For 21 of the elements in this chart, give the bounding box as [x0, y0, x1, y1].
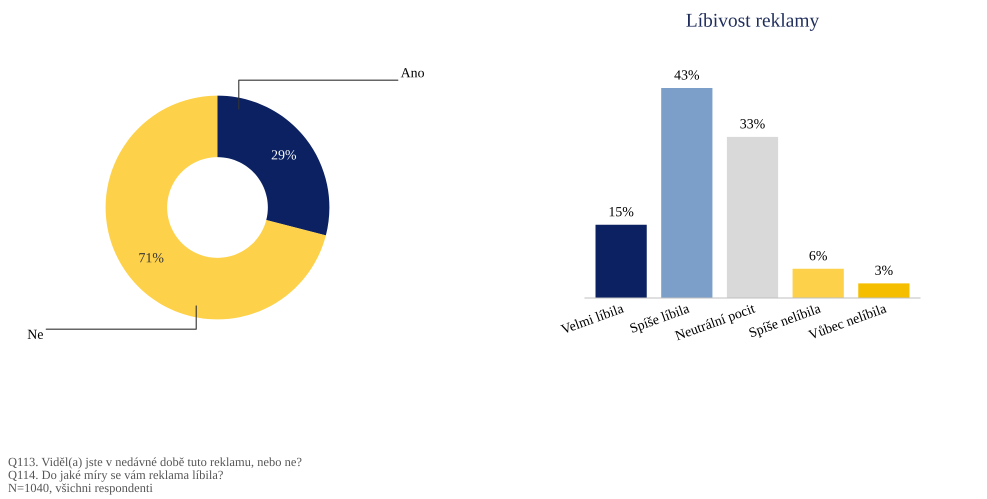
- data-label: 3%: [875, 266, 893, 276]
- data-label: 15%: [610, 206, 634, 216]
- data-label: 33%: [740, 119, 765, 129]
- bar: [596, 224, 647, 298]
- donut-slice: [218, 96, 330, 236]
- donut-slice: [106, 96, 326, 320]
- data-label: 71%: [139, 253, 164, 262]
- slice-label: Ne: [28, 330, 43, 339]
- bar: [792, 268, 844, 298]
- slice-label: Ano: [400, 68, 424, 78]
- text: N=1040, všichni respondenti: [8, 483, 153, 495]
- bar: [858, 283, 910, 298]
- x-tick-label: Velmi líbila: [560, 302, 624, 334]
- text: Q114. Do jaké míry se vám reklama líbila?: [8, 470, 223, 482]
- bar: [726, 136, 778, 298]
- data-label: 6%: [810, 250, 827, 260]
- data-label: 29%: [272, 150, 296, 160]
- chart-title: Líbivost reklamy: [686, 13, 820, 31]
- bar: [661, 88, 712, 298]
- data-label: 43%: [674, 70, 700, 80]
- text: Q113. Viděl(a) jste v nedávné době tuto reklamu, nebo ne?: [8, 457, 302, 469]
